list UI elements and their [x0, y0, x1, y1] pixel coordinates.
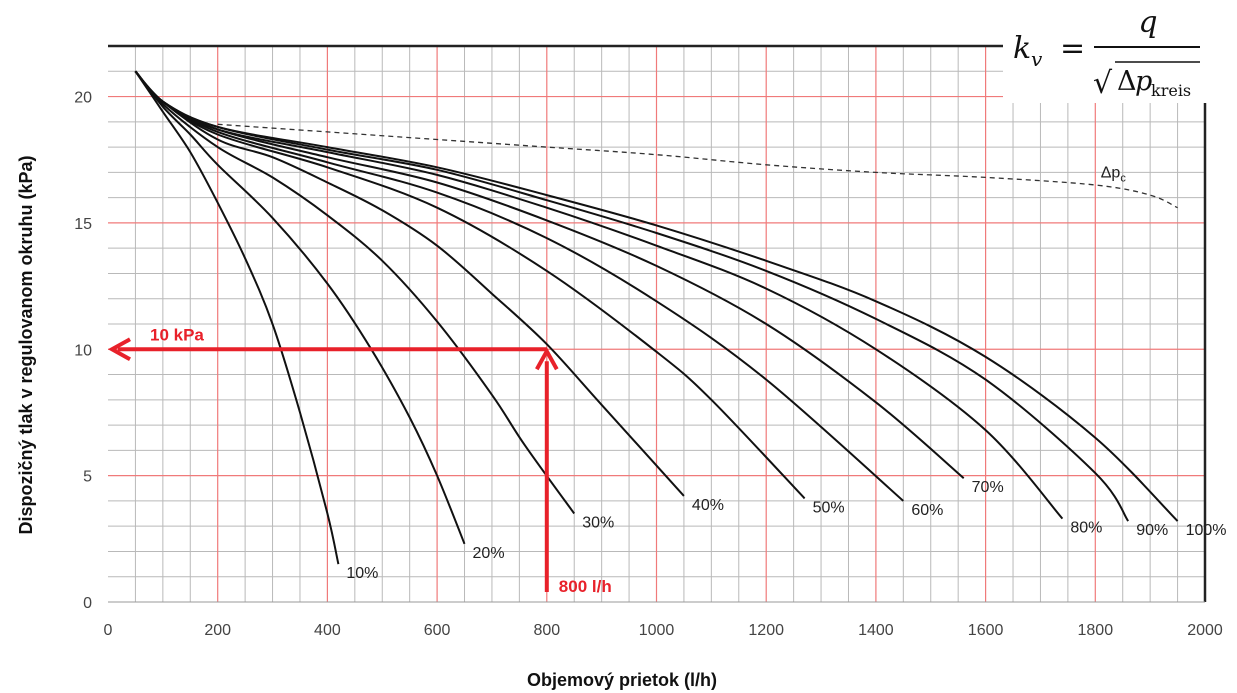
curve-60pct: [134, 70, 904, 502]
curve-70pct: [134, 70, 965, 479]
curve-10pct: [134, 70, 340, 565]
formula-delta: Δ: [1117, 66, 1137, 97]
x-tick-label: 1200: [748, 622, 784, 639]
curve-80pct: [134, 70, 1064, 520]
x-tick-label: 0: [104, 622, 113, 639]
formula-numerator: q: [1138, 5, 1157, 40]
formula-p-subscript: kreis: [1151, 81, 1191, 100]
x-tick-label: 600: [424, 622, 451, 639]
flow-label: 800 l/h: [559, 577, 612, 596]
y-tick-label: 5: [83, 469, 92, 486]
formula-equals: =: [1060, 31, 1085, 66]
curve-label-90pct: 90%: [1136, 522, 1168, 539]
x-tick-label: 800: [533, 622, 560, 639]
x-tick-label: 1400: [858, 622, 894, 639]
x-tick-label: 1600: [968, 622, 1004, 639]
x-tick-label: 1000: [639, 622, 675, 639]
x-tick-label: 1800: [1078, 622, 1114, 639]
curve-label-10pct: 10%: [346, 565, 378, 582]
curve-labels: 10% 20% 30% 40% 50% 60% 70% 80% 90% 100% Δpc: [346, 164, 1226, 582]
y-tick-label: 0: [83, 595, 92, 612]
curve-20pct: [134, 70, 466, 545]
curve-90pct: [134, 70, 1130, 522]
curve-50pct: [134, 70, 806, 500]
curve-30pct: [134, 70, 576, 515]
formula-root: √: [1093, 66, 1113, 101]
pressure-label: 10 kPa: [150, 325, 204, 344]
x-axis-title: Objemový prietok (l/h): [527, 670, 717, 690]
x-tick-label: 2000: [1187, 622, 1223, 639]
flow-arrow-head: [535, 347, 559, 371]
x-tick-label: 400: [314, 622, 341, 639]
curve-label-80pct: 80%: [1070, 520, 1102, 537]
curve-label-60pct: 60%: [911, 502, 943, 519]
y-tick-label: 15: [74, 216, 92, 233]
red-annotations: 10 kPa 800 l/h: [107, 325, 612, 596]
dp-c-curve: [217, 123, 1178, 209]
curves: [134, 70, 1179, 565]
formula-k-subscript: v: [1031, 47, 1043, 71]
curve-label-50pct: 50%: [813, 499, 845, 516]
y-tick-label: 20: [74, 90, 92, 107]
kv-formula: k v = q √ Δ p kreis: [1003, 0, 1237, 103]
y-axis-title: Dispozičný tlak v regulovanom okruhu (kP…: [16, 155, 36, 534]
dp-c-label: Δpc: [1101, 164, 1127, 184]
curve-label-100pct: 100%: [1186, 522, 1227, 539]
formula-k: k: [1013, 31, 1031, 66]
x-tick-label: 200: [204, 622, 231, 639]
formula-background: [1003, 0, 1237, 103]
curve-label-70pct: 70%: [972, 479, 1004, 496]
tick-labels: 0 200 400 600 800 1000 1200 1400 1600 1800 2000051…: [74, 90, 1223, 639]
dp-c-subscript: c: [1120, 172, 1126, 184]
curve-label-30pct: 30%: [582, 515, 614, 532]
curve-40pct: [134, 70, 685, 497]
pressure-arrow-head: [107, 337, 131, 362]
formula-p: p: [1135, 66, 1152, 97]
curve-label-40pct: 40%: [692, 497, 724, 514]
curve-label-20pct: 20%: [473, 545, 505, 562]
curve-100pct: [134, 70, 1179, 522]
y-tick-label: 10: [74, 342, 92, 359]
